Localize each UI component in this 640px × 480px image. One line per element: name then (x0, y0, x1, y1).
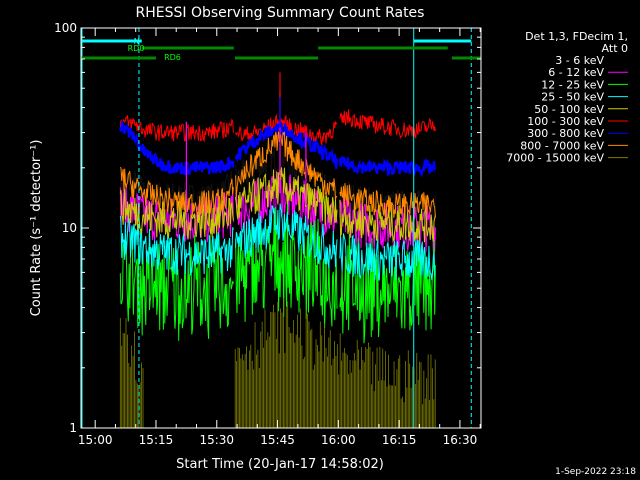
legend-label-8: 7000 - 15000 keV (506, 152, 604, 165)
y-axis-label: Count Rate (s⁻¹ detector⁻¹) (29, 140, 44, 317)
x-axis-label: Start Time (20-Jan-17 14:58:02) (176, 457, 384, 472)
y-tick-label: 10 (62, 221, 77, 235)
legend-label-3: 25 - 50 keV (541, 91, 604, 104)
x-tick-label: 15:30 (199, 433, 234, 447)
y-axis: 1 10 100 (54, 21, 481, 435)
x-tick-label: 16:15 (382, 433, 417, 447)
series-6-line (119, 121, 437, 178)
series-7-line (119, 131, 436, 219)
legend-header-line-1: Det 1,3, FDecim 1, (525, 30, 628, 43)
legend-label-2: 12 - 25 keV (541, 78, 604, 91)
series-6 (119, 121, 437, 178)
x-tick-label: 16:30 (443, 433, 478, 447)
y-tick-label: 100 (54, 21, 77, 35)
chart-title: RHESSI Observing Summary Count Rates (136, 5, 425, 21)
rd0-tag: RD0 (128, 44, 145, 53)
footer-date: 1-Sep-2022 23:18 (555, 467, 636, 477)
x-axis: 15:00 15:15 15:30 15:45 16:00 16:15 16:30 (78, 28, 481, 447)
rd6-tag: RD6 (164, 53, 181, 62)
legend-label-7: 800 - 7000 keV (520, 139, 604, 152)
series-layer (119, 72, 437, 428)
legend-label-6: 300 - 800 keV (527, 127, 604, 140)
legend-header-line-2: Att 0 (602, 42, 628, 55)
legend-label-4: 50 - 100 keV (534, 103, 604, 116)
series-7 (119, 131, 436, 219)
y-tick-label: 1 (69, 421, 77, 435)
x-tick-label: 15:00 (78, 433, 113, 447)
x-tick-label: 16:00 (321, 433, 356, 447)
series-8 (119, 297, 436, 428)
legend-label-0: 3 - 6 keV (555, 54, 604, 67)
legend-label-5: 100 - 300 keV (527, 115, 604, 128)
night-tag: N (134, 37, 140, 46)
x-tick-label: 15:15 (139, 433, 174, 447)
legend-label-1: 6 - 12 keV (548, 66, 604, 79)
x-tick-label: 15:45 (260, 433, 295, 447)
